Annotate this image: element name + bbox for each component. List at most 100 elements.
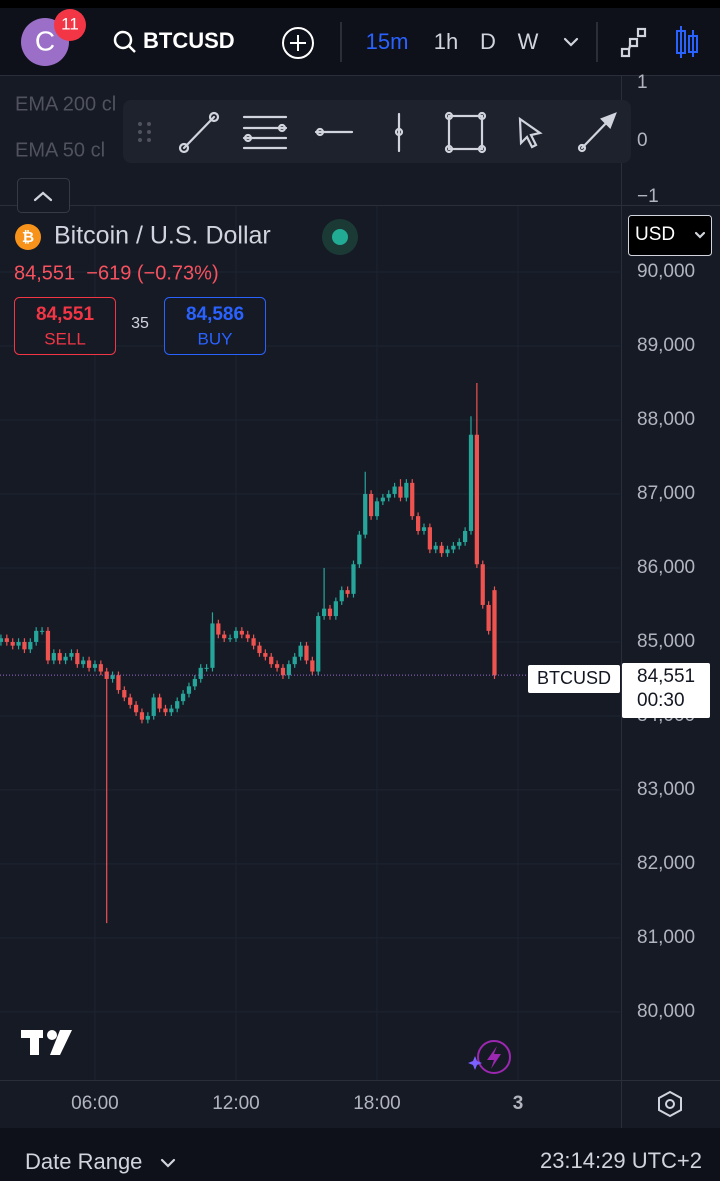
avatar-letter: C xyxy=(35,25,55,56)
indicators-icon[interactable] xyxy=(620,27,647,58)
y-tick-label: 85,000 xyxy=(637,631,695,652)
price-tag-symbol-box xyxy=(528,665,620,693)
horizontal-line-tool[interactable] xyxy=(314,127,354,137)
sell-price: 84,551 xyxy=(36,304,95,325)
date-range[interactable]: Date Range xyxy=(25,1149,142,1174)
candle-body xyxy=(163,708,168,713)
candle-body xyxy=(81,660,86,665)
candle-body xyxy=(345,590,350,594)
candle-body xyxy=(357,534,362,565)
x-tick-label: 12:00 xyxy=(212,1093,260,1114)
trend-line-tool[interactable] xyxy=(178,111,220,154)
candle-body xyxy=(133,704,139,713)
candle-body xyxy=(274,664,280,668)
fib-tool[interactable] xyxy=(242,115,288,150)
badge xyxy=(54,9,86,41)
candle-body xyxy=(286,664,291,676)
candle-body xyxy=(45,630,51,661)
badge-count: 11 xyxy=(61,14,79,33)
y-tick-label: 81,000 xyxy=(637,927,695,948)
y-tick-label: 83,000 xyxy=(637,779,695,800)
candle-body xyxy=(321,608,327,617)
x-tick-label: 3 xyxy=(513,1093,524,1114)
candle-body xyxy=(486,604,491,631)
interval-menu[interactable] xyxy=(563,37,579,47)
sell-button[interactable] xyxy=(14,297,116,355)
candle-body xyxy=(86,660,92,668)
rectangle-tool[interactable] xyxy=(444,111,487,154)
candle-body xyxy=(216,623,221,635)
candle-body xyxy=(227,638,233,640)
add-icon[interactable] xyxy=(282,27,314,59)
candle-body xyxy=(63,656,68,661)
drawing-toolbar xyxy=(123,100,631,163)
chart-type-icon[interactable] xyxy=(676,26,698,58)
candle-body xyxy=(327,608,333,617)
candle-body xyxy=(16,641,21,646)
indicator-tick: −1 xyxy=(637,186,659,207)
candle-body xyxy=(380,497,385,502)
candle-body xyxy=(392,486,397,494)
candle-body xyxy=(151,697,156,716)
interval[interactable]: 1h xyxy=(434,29,458,54)
cursor-tool[interactable] xyxy=(518,116,543,149)
search-icon[interactable] xyxy=(113,30,136,53)
y-tick-label: 82,000 xyxy=(637,853,695,874)
candle-body xyxy=(363,493,368,535)
date-range-menu[interactable] xyxy=(160,1158,176,1168)
candle-body xyxy=(398,486,403,498)
candle-body xyxy=(98,664,103,672)
candle-body xyxy=(57,653,62,661)
candle-body xyxy=(451,545,456,550)
arrow-tool[interactable] xyxy=(577,112,617,153)
candle-body xyxy=(39,630,45,632)
y-tick-label: 86,000 xyxy=(637,557,695,578)
interval[interactable]: W xyxy=(518,29,539,54)
candle-body xyxy=(480,564,485,605)
currency-select[interactable] xyxy=(628,215,712,256)
x-tick-label: 06:00 xyxy=(71,1093,119,1114)
candle-body xyxy=(269,656,274,665)
candle-body xyxy=(75,653,80,665)
bottom-bar xyxy=(0,1128,720,1181)
collapse-button[interactable] xyxy=(17,178,70,213)
symbol[interactable]: BTCUSD xyxy=(143,28,235,53)
legend-change: 84,551 −619 (−0.73%) xyxy=(14,262,219,284)
coin-glyph: ₿ xyxy=(22,229,34,246)
buy-label: BUY xyxy=(198,329,233,348)
candle-body xyxy=(263,653,268,657)
candle-body xyxy=(192,678,197,687)
price-tag-box xyxy=(622,663,710,718)
candle-body xyxy=(251,638,256,646)
legend-title: Bitcoin / U.S. Dollar xyxy=(54,222,271,250)
spread: 35 xyxy=(131,315,149,332)
sell-label: SELL xyxy=(44,329,86,348)
candle-body xyxy=(333,601,338,617)
settings-icon[interactable] xyxy=(658,1090,682,1118)
candle-body xyxy=(492,590,497,676)
candle-body xyxy=(104,671,109,679)
candle-body xyxy=(28,641,33,650)
candle-body xyxy=(445,549,450,554)
candle-body xyxy=(51,653,56,661)
candle-body xyxy=(280,667,286,676)
market-status-dot xyxy=(332,229,348,245)
candle-body xyxy=(222,634,227,639)
buy-price: 84,586 xyxy=(186,304,244,325)
assistant-icon[interactable] xyxy=(468,1040,511,1074)
interval[interactable]: D xyxy=(480,29,496,54)
interval[interactable]: 15m xyxy=(366,29,409,54)
buy-button[interactable] xyxy=(164,297,266,355)
candle-body xyxy=(10,641,15,646)
price-tag-countdown: 00:30 xyxy=(637,690,685,711)
price-tag: BTCUSD 84,551 00:30 xyxy=(528,663,710,718)
price-tag-symbol: BTCUSD xyxy=(537,668,611,688)
candle-body xyxy=(0,638,4,642)
candle-body xyxy=(239,630,244,635)
candle-body xyxy=(204,667,209,669)
candle-body xyxy=(310,660,315,672)
candle-body xyxy=(421,527,427,531)
vertical-line-tool[interactable] xyxy=(394,112,404,153)
candle-body xyxy=(427,527,432,550)
candle-body xyxy=(116,675,121,691)
